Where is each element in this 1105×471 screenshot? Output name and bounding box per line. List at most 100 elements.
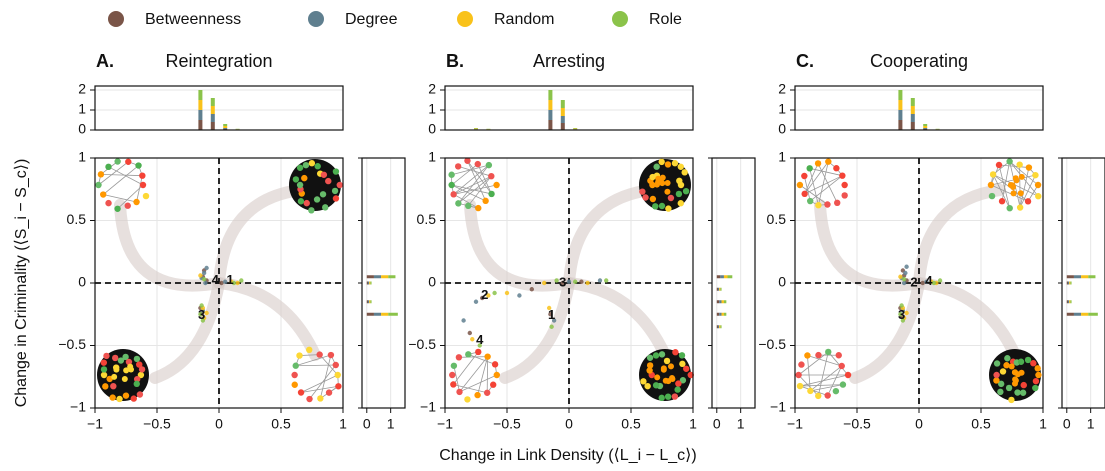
network-node [114, 158, 121, 165]
annotation: 3 [559, 274, 566, 289]
network-edge [451, 184, 486, 202]
network-node [319, 191, 327, 198]
data-point [566, 279, 572, 284]
network-node [1024, 356, 1032, 364]
network-node [450, 191, 457, 198]
histogram-bar [721, 312, 724, 316]
histogram-bar [223, 126, 228, 128]
network-node [1034, 181, 1042, 189]
histogram-bar [223, 128, 228, 129]
histogram-bar [898, 100, 903, 110]
legend-marker [457, 11, 473, 27]
trajectory-arc [499, 277, 575, 384]
network-edge [453, 351, 479, 385]
histogram-bar [366, 275, 374, 279]
network-node [667, 363, 674, 370]
network-node [1017, 190, 1024, 197]
y-tick-label: −0.5 [58, 336, 86, 352]
network-edge [800, 384, 843, 387]
legend-label: Random [494, 11, 554, 28]
panel-title: Reintegration [165, 51, 272, 71]
network-edge [804, 161, 829, 195]
data-point [920, 280, 925, 286]
network-edge [810, 384, 844, 392]
network-node [814, 160, 822, 167]
histogram-bar [474, 128, 478, 130]
y-tick-label: 1 [428, 149, 436, 165]
data-point [204, 310, 209, 316]
network-node [109, 394, 116, 401]
histogram-bar [923, 128, 928, 129]
legend-marker [108, 11, 124, 27]
network-node [988, 192, 996, 200]
network-edge [458, 175, 492, 204]
network-node [464, 396, 471, 403]
network-edge [458, 164, 490, 204]
network-node [834, 199, 841, 207]
histogram-bar [210, 106, 215, 114]
x-tick-label: 0 [363, 416, 371, 432]
network-node [667, 194, 675, 202]
panel-letter: C. [796, 51, 814, 71]
histogram-bar [381, 275, 389, 279]
data-point [517, 293, 522, 298]
network-node [681, 169, 688, 176]
data-point [204, 265, 209, 271]
data-point [554, 278, 559, 283]
histogram-bar [198, 90, 203, 100]
network-edge [453, 384, 488, 394]
network-inset [448, 157, 500, 212]
network-node [1013, 177, 1020, 184]
network-node [807, 387, 814, 395]
network-edge [998, 164, 1011, 209]
histogram-bar [210, 122, 215, 130]
histogram-bar [369, 300, 371, 304]
network-node [1014, 389, 1021, 396]
network-node [308, 160, 316, 167]
histogram-bar [573, 128, 578, 130]
network-node [103, 352, 110, 360]
network-edge [798, 351, 829, 376]
trajectory-arc [213, 277, 321, 361]
network-node [640, 378, 647, 385]
plot-frame [711, 157, 756, 409]
network-node [677, 163, 684, 170]
y-tick-label: 1 [778, 149, 786, 165]
histogram-bar [548, 100, 553, 110]
network-node [111, 373, 118, 380]
histogram-bar [198, 100, 203, 110]
network-inset [289, 159, 343, 214]
network-node [135, 162, 142, 169]
histogram-bar [1067, 281, 1070, 285]
trajectory-arc [913, 184, 1006, 289]
network-edge [295, 354, 332, 367]
network-node [136, 361, 143, 368]
network-edge [810, 365, 842, 392]
data-point [573, 279, 578, 284]
histogram-bar [719, 300, 722, 304]
network-node [296, 181, 304, 189]
x-tick-label: 1 [1039, 416, 1047, 432]
histogram-bar [716, 287, 718, 291]
data-point [461, 318, 466, 323]
network-node [493, 371, 501, 379]
data-point [470, 337, 475, 342]
histogram-bar [1088, 312, 1098, 316]
network-node [676, 177, 683, 185]
histogram-bar [560, 123, 565, 130]
trajectory-arc [149, 277, 225, 384]
x-tick-label: 0 [713, 416, 721, 432]
y-tick-label: −0.5 [758, 336, 786, 352]
x-axis-label: Change in Link Density (⟨L_i − L_c⟩) [439, 447, 697, 464]
network-node [335, 383, 342, 390]
y-tick-label: 2 [428, 81, 436, 97]
histogram-bar [388, 275, 396, 279]
network-node [646, 362, 654, 369]
network-node [1008, 396, 1015, 404]
annotation: 1 [227, 272, 234, 287]
network-node [806, 165, 813, 172]
network-node [110, 382, 117, 390]
network-node [130, 395, 137, 402]
network-node [485, 161, 493, 169]
histogram-bar [923, 124, 928, 126]
